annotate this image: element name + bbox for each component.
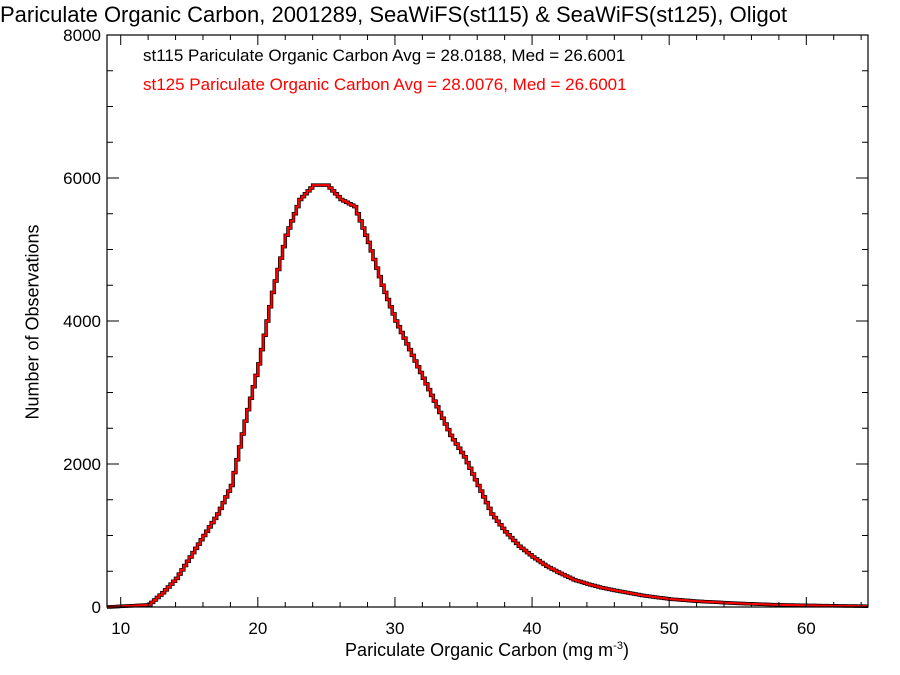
x-tick-label: 50 — [660, 619, 679, 638]
plot-frame — [106, 34, 869, 608]
x-axis-label: Pariculate Organic Carbon (mg m-3) — [345, 640, 629, 661]
legend-entry-st125: st125 Pariculate Organic Carbon Avg = 28… — [143, 75, 627, 94]
x-tick-label: 10 — [111, 619, 130, 638]
x-tick-label: 40 — [523, 619, 542, 638]
x-tick-label: 60 — [797, 619, 816, 638]
y-tick-label: 8000 — [63, 26, 101, 45]
x-axis-label-superscript: -3 — [613, 640, 623, 652]
y-tick-label: 6000 — [63, 169, 101, 188]
x-tick-label: 20 — [248, 619, 267, 638]
y-tick-label: 4000 — [63, 312, 101, 331]
series-st115-line — [107, 183, 869, 609]
y-tick-label: 2000 — [63, 455, 101, 474]
y-tick-label: 0 — [92, 598, 101, 617]
series-st125-line — [107, 184, 868, 608]
chart-title: Pariculate Organic Carbon, 2001289, SeaW… — [0, 2, 788, 27]
legend-entry-st115: st115 Pariculate Organic Carbon Avg = 28… — [143, 46, 626, 65]
x-axis-label-suffix: ) — [622, 640, 629, 660]
x-axis-label-text: Pariculate Organic Carbon (mg m — [345, 640, 614, 660]
x-tick-label: 30 — [385, 619, 404, 638]
